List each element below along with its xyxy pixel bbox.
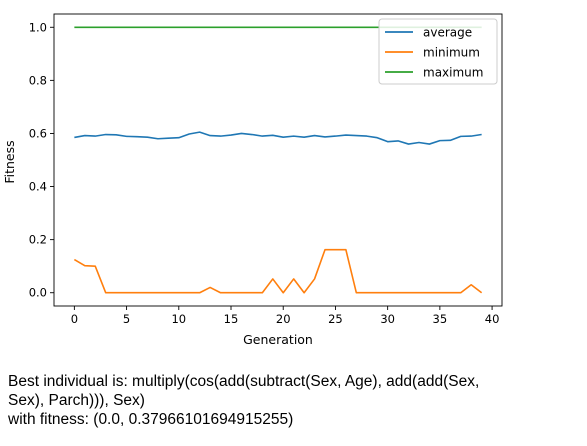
legend-label-minimum: minimum — [423, 46, 480, 60]
plot-frame — [53, 13, 503, 307]
y-axis-label: Fitness — [2, 140, 17, 183]
x-tick-label: 20 — [276, 312, 291, 326]
y-tick-label: 0.8 — [29, 73, 47, 87]
y-tick-label: 0.6 — [29, 126, 47, 140]
output-line-1: Best individual is: multiply(cos(add(sub… — [8, 373, 480, 390]
y-tick-label: 0.0 — [29, 286, 47, 300]
x-axis-label: Generation — [243, 332, 313, 347]
output-line-3: with fitness: (0.0, 0.37966101694915255) — [8, 411, 294, 428]
series-line-average — [74, 131, 482, 145]
fitness-chart: 0 5 10 15 20 25 30 35 40 0.0 0.2 0.4 0.6 0.8 1.0 averag… — [2, 13, 503, 347]
y-tick-label: 1.0 — [29, 20, 47, 34]
y-tick-label: 0.4 — [29, 180, 47, 194]
x-tick-label: 25 — [328, 312, 343, 326]
x-tick-label: 0 — [71, 312, 78, 326]
legend-label-maximum: maximum — [423, 66, 483, 80]
x-tick-label: 5 — [123, 312, 130, 326]
legend-box — [378, 18, 498, 85]
x-tick-label: 15 — [224, 312, 239, 326]
x-tick-label: 10 — [171, 312, 186, 326]
console-output: Best individual is: multiply(cos(add(sub… — [8, 372, 583, 429]
series-line-minimum — [73, 248, 483, 294]
x-tick-label: 30 — [380, 312, 395, 326]
x-tick-label: 35 — [433, 312, 448, 326]
legend-label-average: average — [423, 26, 472, 40]
output-line-2: Sex), Parch))), Sex) — [8, 392, 145, 409]
x-tick-label: 40 — [485, 312, 500, 326]
y-tick-label: 0.2 — [29, 233, 47, 247]
